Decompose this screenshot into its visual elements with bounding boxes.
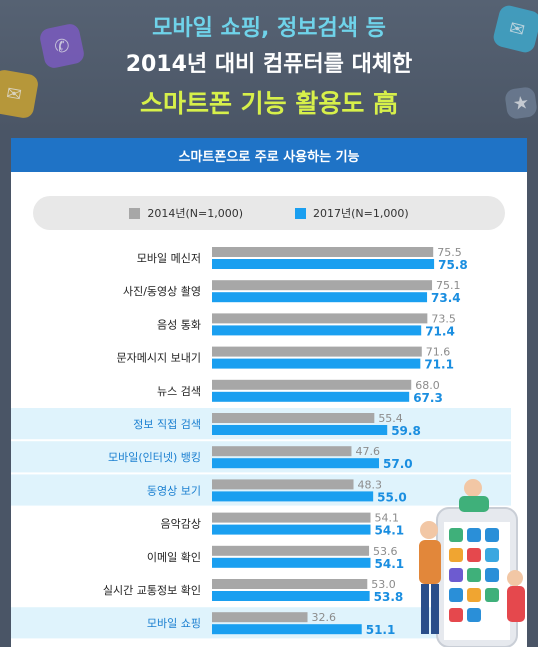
value-label-2017: 73.4 (431, 291, 461, 305)
bar-2014 (212, 579, 368, 589)
value-label-2017: 67.3 (413, 391, 443, 405)
category-label: 이메일 확인 (147, 550, 201, 564)
category-label: 음성 통화 (157, 318, 201, 331)
value-label-2014: 71.6 (426, 346, 451, 359)
value-label-2014: 68.0 (415, 379, 440, 392)
chart-panel: 스마트폰으로 주로 사용하는 기능 2014년(N=1,000) 2017년(N… (11, 138, 527, 647)
value-label-2014: 54.1 (375, 512, 400, 525)
bar-2017 (212, 491, 374, 502)
bar-2017 (212, 391, 410, 402)
chart-title: 스마트폰으로 주로 사용하는 기능 (11, 138, 527, 172)
value-label-2017: 54.1 (375, 557, 405, 571)
bar-2014 (212, 446, 352, 457)
bar-2017 (212, 325, 422, 336)
bar-2014 (212, 346, 422, 357)
headline-line-3: 스마트폰 기능 활용도 高 (139, 89, 399, 118)
bar-2014 (212, 545, 370, 556)
category-label: 실시간 교통정보 확인 (103, 584, 201, 597)
category-label: 모바일 메신저 (137, 251, 201, 265)
bar-2014 (212, 313, 428, 324)
value-label-2014: 32.6 (312, 611, 337, 624)
legend-item-2017: 2017년(N=1,000) (295, 205, 409, 221)
header-banner: ✆ ✉ ✉ ★ 모바일 쇼핑, 정보검색 등 2014년 대비 컴퓨터를 대체한… (0, 0, 538, 130)
bar-2014 (212, 612, 308, 623)
bar-2017 (212, 557, 371, 568)
legend-item-2014: 2014년(N=1,000) (129, 205, 243, 221)
value-label-2017: 71.1 (424, 358, 454, 372)
bar-2017 (212, 591, 370, 601)
smartphone-illustration (419, 479, 525, 647)
bar-2017 (212, 425, 388, 435)
value-label-2014: 47.6 (355, 445, 380, 458)
value-label-2017: 75.8 (438, 258, 468, 272)
category-label: 문자메시지 보내기 (117, 352, 201, 365)
category-label: 정보 직접 검색 (133, 418, 201, 431)
value-label-2017: 59.8 (391, 424, 421, 438)
value-label-2014: 53.0 (371, 578, 396, 591)
category-label: 동영상 보기 (147, 484, 201, 497)
legend-label-2017: 2017년(N=1,000) (313, 207, 409, 220)
bar-2017 (212, 458, 380, 469)
legend-swatch-2017 (295, 207, 306, 219)
bar-2014 (212, 413, 375, 423)
value-label-2017: 51.1 (366, 623, 396, 637)
value-label-2014: 75.5 (437, 246, 462, 259)
bar-2014 (212, 512, 371, 523)
bar-2014 (212, 479, 354, 490)
legend-swatch-2014 (129, 207, 141, 219)
headline-line-1: 모바일 쇼핑, 정보검색 등 (152, 16, 386, 41)
bar-2017 (212, 624, 362, 635)
value-label-2017: 71.4 (425, 324, 455, 338)
value-label-2017: 53.8 (374, 590, 404, 604)
bar-2017 (212, 259, 435, 269)
category-label: 음악감상 (161, 518, 201, 531)
legend-label-2014: 2014년(N=1,000) (147, 207, 243, 220)
value-label-2014: 55.4 (378, 412, 403, 425)
value-label-2014: 48.3 (358, 478, 383, 491)
category-label: 모바일 쇼핑 (147, 616, 201, 630)
value-label-2017: 55.0 (377, 490, 407, 504)
value-label-2017: 54.1 (375, 524, 405, 538)
bar-2017 (212, 524, 371, 535)
bar-2014 (212, 280, 433, 291)
category-label: 사진/동영상 촬영 (123, 285, 201, 298)
bar-2017 (212, 358, 421, 369)
value-label-2014: 73.5 (431, 312, 456, 325)
value-label-2014: 53.6 (373, 545, 398, 558)
bar-2014 (212, 247, 434, 257)
bar-chart: 모바일 메신저 75.575.8 사진/동영상 촬영 75.173.4 음성 통화 73.… (11, 246, 511, 639)
bar-2014 (212, 379, 412, 390)
chart-legend: 2014년(N=1,000) 2017년(N=1,000) (33, 196, 505, 230)
headline-line-2: 2014년 대비 컴퓨터를 대체한 (125, 52, 413, 77)
value-label-2014: 75.1 (436, 279, 461, 292)
category-label: 뉴스 검색 (157, 385, 201, 398)
category-label: 모바일(인터넷) 뱅킹 (108, 450, 201, 464)
bar-2017 (212, 292, 428, 303)
value-label-2017: 57.0 (383, 457, 413, 471)
